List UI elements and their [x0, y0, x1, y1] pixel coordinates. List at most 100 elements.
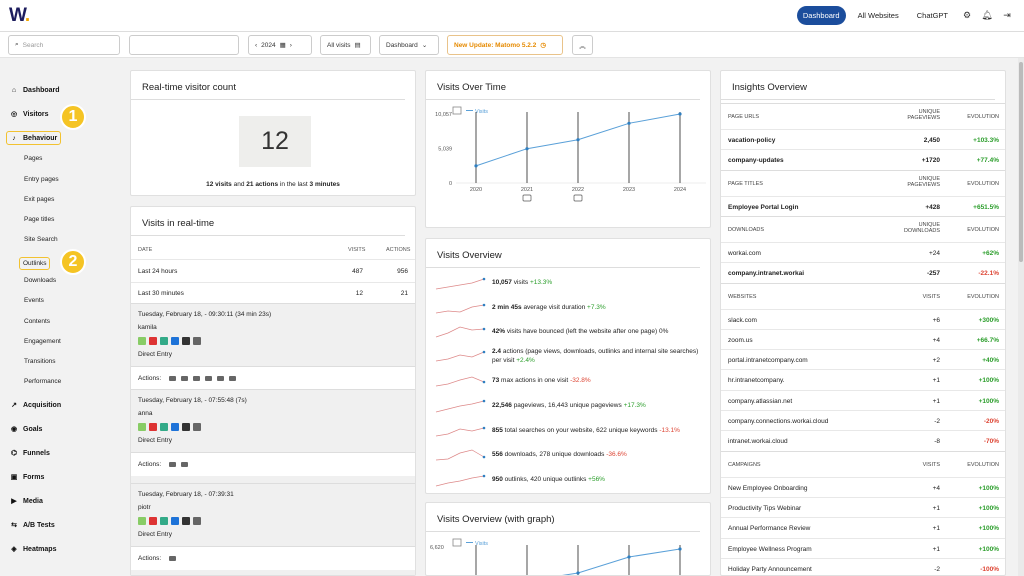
chart-type-icon[interactable] — [452, 106, 462, 115]
action-icon[interactable] — [193, 376, 200, 381]
overview-row[interactable]: 2 min 45s average visit duration +7.3% — [426, 296, 710, 320]
data-point[interactable] — [576, 138, 580, 142]
os-icon[interactable] — [171, 337, 179, 345]
browser-icon[interactable] — [160, 423, 168, 431]
sidebar-item-heatmaps[interactable]: ◈ Heatmaps — [11, 545, 57, 554]
annotation-icon[interactable] — [573, 194, 583, 202]
update-notice[interactable]: New Update: Matomo 5.2.2 ◷ — [447, 35, 563, 55]
os-icon[interactable] — [171, 517, 179, 525]
nav-chatgpt[interactable]: ChatGPT — [916, 11, 948, 20]
flag-icon[interactable] — [149, 337, 157, 345]
os-icon[interactable] — [171, 423, 179, 431]
gear-icon[interactable]: ⚙ — [962, 10, 972, 20]
visitor-profile-icon[interactable] — [138, 423, 146, 431]
sidebar-item-forms[interactable]: ▣ Forms — [10, 473, 45, 482]
overview-row[interactable]: 950 outlinks, 420 unique outlinks +56% — [426, 468, 710, 492]
sidebar-item-media[interactable]: ▶ Media — [11, 497, 43, 506]
logo[interactable]: W. — [9, 5, 30, 26]
sidebar-item-behaviour[interactable]: ♪ Behaviour — [6, 131, 62, 145]
segment-selector[interactable]: All visits ▤ — [320, 35, 371, 55]
sidebar-item-a-b-tests[interactable]: ⇆ A/B Tests — [11, 521, 55, 530]
sidebar-subitem-outlinks[interactable]: Outlinks — [19, 257, 51, 270]
insights-row[interactable]: company-updates +1720 +77.4% — [721, 149, 1005, 169]
sidebar-subitem-performance[interactable]: Performance — [24, 378, 62, 385]
sidebar-item-goals[interactable]: ◉ Goals — [10, 425, 43, 434]
search-input[interactable]: ⌕ Search — [8, 35, 120, 55]
sidebar-subitem-transitions[interactable]: Transitions — [24, 358, 56, 365]
insights-row[interactable]: Productivity Tips Webinar +1 +100% — [721, 496, 1005, 517]
visit-log[interactable]: Tuesday, February 18, - 09:30:11 (34 min… — [131, 303, 415, 390]
insights-row[interactable]: New Employee Onboarding +4 +100% — [721, 476, 1005, 497]
visitor-profile-icon[interactable] — [138, 517, 146, 525]
action-icon[interactable] — [229, 376, 236, 381]
flag-icon[interactable] — [149, 517, 157, 525]
chevron-right-icon[interactable]: › — [289, 41, 292, 49]
insights-row[interactable]: intranet.workai.cloud -8 -70% — [721, 430, 1005, 450]
sidebar-subitem-pages[interactable]: Pages — [24, 155, 43, 162]
sidebar-subitem-events[interactable]: Events — [24, 297, 44, 304]
chart-legend[interactable]: Visits — [475, 109, 488, 115]
device-icon[interactable] — [182, 517, 190, 525]
id-icon[interactable] — [193, 517, 201, 525]
insights-row[interactable]: vacation-policy 2,450 +103.3% — [721, 129, 1005, 149]
page-scrollbar[interactable] — [1018, 58, 1024, 576]
browser-icon[interactable] — [160, 337, 168, 345]
action-icon[interactable] — [181, 376, 188, 381]
sidebar-subitem-downloads[interactable]: Downloads — [24, 277, 57, 284]
visitor-profile-icon[interactable] — [138, 337, 146, 345]
overview-row[interactable]: 556 downloads, 278 unique downloads -36.… — [426, 443, 710, 467]
sidebar-subitem-engagement[interactable]: Engagement — [24, 338, 61, 345]
insights-row[interactable]: workai.com +24 +62% — [721, 241, 1005, 262]
collapse-button[interactable]: ︽ — [572, 35, 593, 55]
action-icon[interactable] — [169, 556, 176, 561]
insights-row[interactable]: company.intranet.workai -257 -22.1% — [721, 262, 1005, 282]
action-icon[interactable] — [205, 376, 212, 381]
browser-icon[interactable] — [160, 517, 168, 525]
insights-row[interactable]: Employee Portal Login +428 +651.5% — [721, 195, 1005, 216]
overview-row[interactable]: 22,546 pageviews, 16,443 unique pageview… — [426, 394, 710, 418]
insights-row[interactable]: company.connections.workai.cloud -2 -20% — [721, 410, 1005, 430]
sidebar-subitem-page-titles[interactable]: Page titles — [24, 216, 55, 223]
overview-row[interactable]: 42% visits have bounced (left the websit… — [426, 320, 710, 344]
visit-log[interactable]: Tuesday, February 18, - 07:39:31 piotr Dir… — [131, 483, 415, 575]
data-point[interactable] — [627, 121, 631, 125]
sidebar-subitem-site-search[interactable]: Site Search — [24, 236, 58, 243]
insights-row[interactable]: zoom.us +4 +66.7% — [721, 328, 1005, 349]
action-icon[interactable] — [181, 462, 188, 467]
action-icon[interactable] — [217, 376, 224, 381]
insights-row[interactable]: Annual Performance Review +1 +100% — [721, 517, 1005, 537]
sidebar-item-dashboard[interactable]: ⌂ Dashboard — [11, 86, 60, 94]
scrollbar-thumb[interactable] — [1019, 62, 1023, 262]
flag-icon[interactable] — [149, 423, 157, 431]
action-icon[interactable] — [169, 462, 176, 467]
visit-log[interactable]: Tuesday, February 18, - 07:55:48 (7s) ann… — [131, 389, 415, 483]
insights-row[interactable]: portal.intranetcompany.com +2 +40% — [721, 349, 1005, 369]
sidebar-subitem-contents[interactable]: Contents — [24, 318, 51, 325]
id-icon[interactable] — [193, 337, 201, 345]
insights-row[interactable]: hr.intranetcompany. +1 +100% — [721, 369, 1005, 389]
bell-icon[interactable]: 🔔︎ — [981, 10, 993, 20]
insights-row[interactable]: slack.com +6 +300% — [721, 308, 1005, 329]
insights-row[interactable]: Employee Wellness Program +1 +100% — [721, 537, 1005, 558]
overview-row[interactable]: 73 max actions in one visit -32.8% — [426, 369, 710, 393]
site-selector[interactable] — [129, 35, 239, 55]
overview-row[interactable]: 2.4 actions (page views, downloads, outl… — [426, 345, 710, 369]
nav-all-websites[interactable]: All Websites — [857, 11, 899, 20]
sidebar-item-funnels[interactable]: ⌬ Funnels — [10, 449, 50, 458]
annotation-icon[interactable] — [522, 194, 532, 202]
insights-row[interactable]: Holiday Party Announcement -2 -100% — [721, 557, 1005, 575]
action-icon[interactable] — [169, 376, 176, 381]
dashboard-selector[interactable]: Dashboard ⌄ — [379, 35, 439, 55]
device-icon[interactable] — [182, 423, 190, 431]
insights-row[interactable]: company.atlassian.net +1 +100% — [721, 389, 1005, 410]
sidebar-subitem-exit-pages[interactable]: Exit pages — [24, 196, 55, 203]
device-icon[interactable] — [182, 337, 190, 345]
nav-dashboard[interactable]: Dashboard — [796, 6, 846, 25]
data-point[interactable] — [678, 112, 682, 116]
id-icon[interactable] — [193, 423, 201, 431]
sidebar-item-acquisition[interactable]: ↗ Acquisition — [11, 401, 62, 410]
sidebar-item-visitors[interactable]: ◎ Visitors — [10, 110, 49, 119]
data-point[interactable] — [474, 164, 478, 168]
chevron-left-icon[interactable]: ‹ — [255, 41, 258, 49]
data-point[interactable] — [525, 147, 529, 151]
